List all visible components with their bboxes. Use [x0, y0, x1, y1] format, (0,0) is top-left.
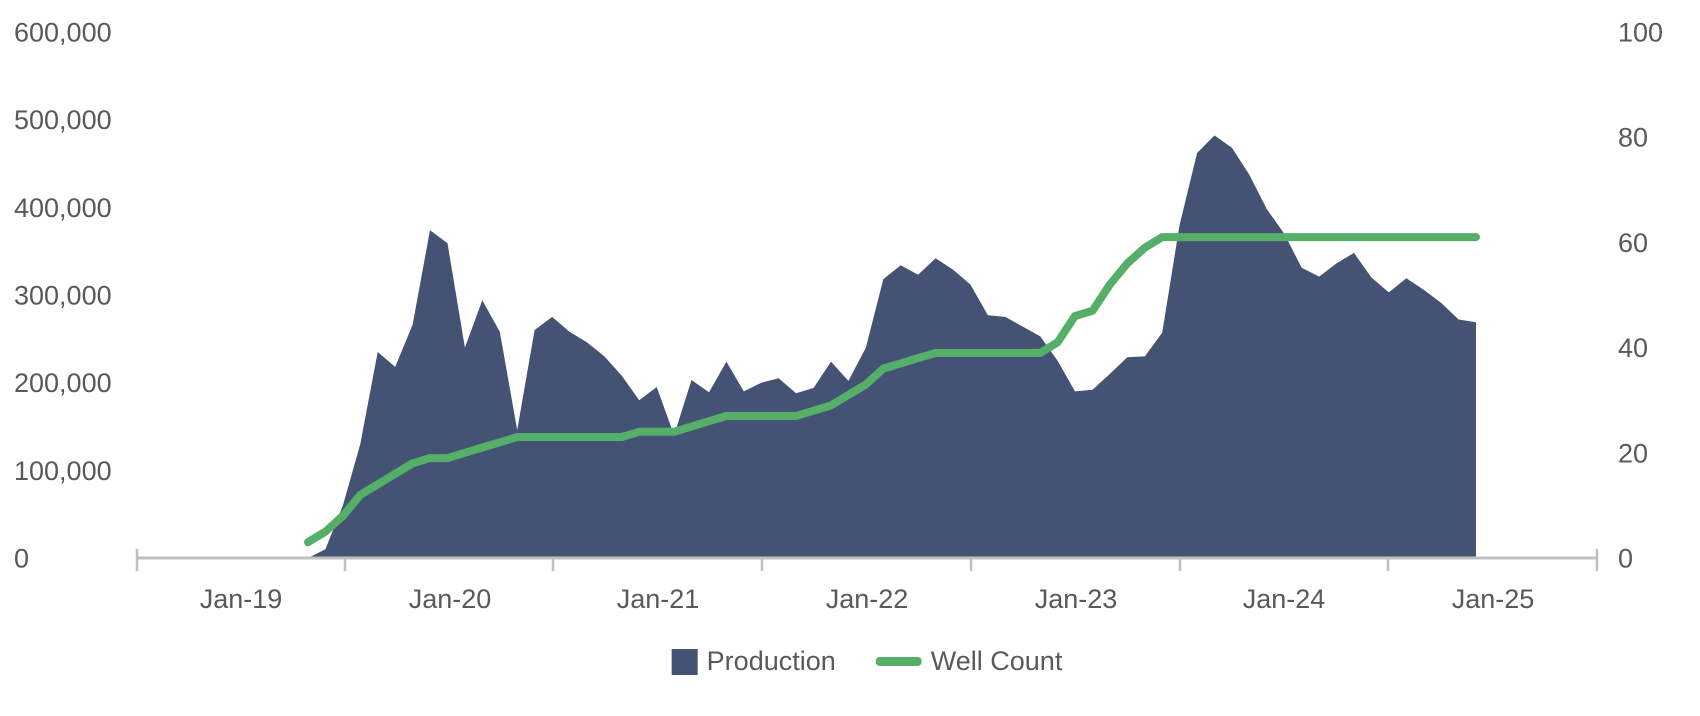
legend-entry-well-count: Well Count	[875, 646, 1063, 677]
combo-chart: 0 100,000 200,000 300,000 400,000 500,000 600,…	[14, 18, 1663, 615]
x-axis-label: Jan-25	[1452, 584, 1535, 614]
y-axis-left-label: 400,000	[14, 193, 112, 223]
x-axis-label: Jan-24	[1243, 584, 1326, 614]
legend: Production Well Count	[671, 646, 1063, 677]
y-axis-right-label: 40	[1618, 333, 1648, 363]
y-axis-left-label: 300,000	[14, 281, 112, 311]
x-axis-label: Jan-21	[617, 584, 700, 614]
y-axis-right-label: 60	[1618, 228, 1648, 258]
y-axis-left-label: 100,000	[14, 456, 112, 486]
y-axis-right-label: 0	[1618, 544, 1633, 574]
legend-label-well-count: Well Count	[930, 646, 1063, 676]
x-axis-label: Jan-19	[200, 584, 283, 614]
well-count-swatch-icon	[875, 657, 922, 666]
y-axis-left-label: 0	[14, 544, 29, 574]
legend-label-production: Production	[706, 646, 836, 676]
y-axis-right-label: 20	[1618, 438, 1648, 468]
x-axis-label: Jan-20	[409, 584, 492, 614]
y-axis-left-label: 600,000	[14, 18, 112, 48]
y-axis-right-label: 100	[1618, 18, 1663, 48]
production-swatch-icon	[671, 648, 698, 675]
well-count-line	[304, 233, 1480, 547]
production-area	[308, 135, 1476, 558]
x-axis-label: Jan-22	[826, 584, 909, 614]
y-axis-left-label: 200,000	[14, 368, 112, 398]
y-axis-left-label: 500,000	[14, 105, 112, 135]
x-axis-label: Jan-23	[1035, 584, 1118, 614]
legend-entry-production: Production	[671, 646, 836, 677]
y-axis-right-label: 80	[1618, 123, 1648, 153]
